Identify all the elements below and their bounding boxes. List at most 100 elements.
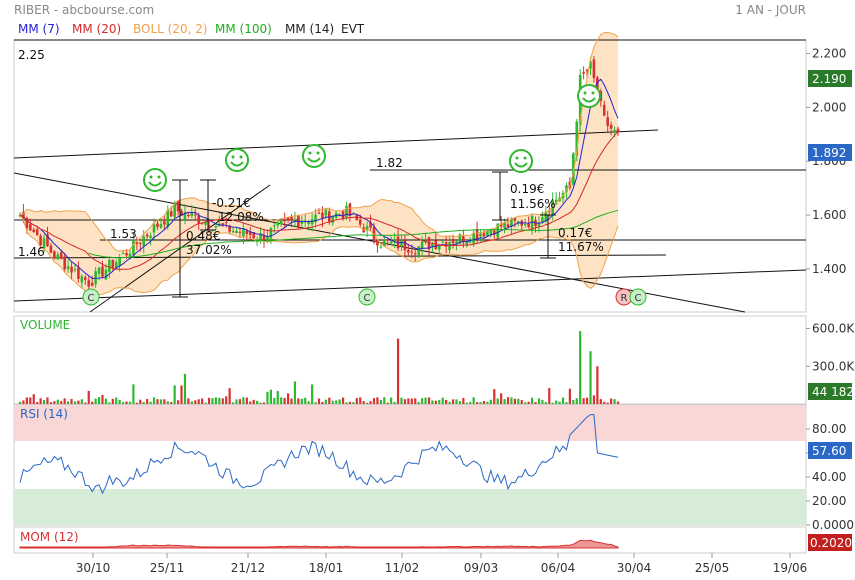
- volume-bar: [335, 400, 338, 404]
- volume-bar: [170, 402, 173, 404]
- candle-body: [125, 253, 128, 256]
- volume-bar: [414, 398, 417, 404]
- event-marker[interactable]: C: [358, 288, 376, 306]
- event-marker[interactable]: C: [629, 288, 647, 306]
- legend-item[interactable]: BOLL (20, 2): [133, 22, 208, 36]
- candle-body: [407, 249, 410, 253]
- volume-bar: [558, 401, 561, 404]
- candle-body: [541, 217, 544, 223]
- volume-bar: [77, 400, 80, 404]
- candle-body: [59, 252, 63, 259]
- last-price-badge: 1.892: [812, 146, 846, 160]
- candle-body: [492, 230, 496, 235]
- volume-bar: [207, 397, 211, 404]
- volume-bar: [548, 388, 551, 404]
- ma20-line: [19, 130, 619, 270]
- level-label: 2.25: [18, 48, 45, 62]
- chart-period[interactable]: 1 AN - JOUR: [735, 3, 806, 17]
- volume-bar: [496, 398, 499, 404]
- volume-bar: [555, 400, 558, 404]
- trend-line[interactable]: [13, 129, 659, 159]
- event-marker[interactable]: C: [82, 288, 100, 306]
- candle-body: [606, 117, 609, 126]
- smiley-icon[interactable]: [302, 144, 326, 168]
- legend-item[interactable]: EVT: [341, 22, 365, 36]
- volume-bar: [273, 397, 276, 404]
- volume-bar: [482, 400, 486, 404]
- candle-body: [101, 266, 104, 277]
- volume-label: VOLUME: [20, 318, 70, 332]
- candle-body: [42, 238, 46, 249]
- legend-item[interactable]: MM (100): [215, 22, 272, 36]
- rsi-tick-label: 0.0000: [812, 518, 854, 532]
- volume-bar: [156, 399, 159, 404]
- rsi-badge: 57.60: [812, 444, 846, 458]
- candle-body: [496, 223, 500, 238]
- volume-bar: [259, 402, 262, 404]
- volume-bar: [469, 401, 472, 404]
- x-axis: 30/10 25/11 21/12 18/01 11/02 09/03 06/04 30/04…: [76, 553, 808, 575]
- legend-item[interactable]: MM (14): [285, 22, 334, 36]
- volume-bar: [421, 398, 424, 404]
- smiley-icon[interactable]: [509, 149, 533, 173]
- volume-bar: [510, 397, 513, 404]
- candle-body: [565, 185, 568, 192]
- change-label: 0.19€: [510, 182, 544, 196]
- candle-body: [410, 251, 414, 253]
- candle-body: [468, 242, 472, 244]
- candle-body: [114, 261, 118, 270]
- price-panel: 2.25 1.82 1.53 1.46 -0.21€12.08% 0.48€37.02% 0…: [13, 31, 846, 313]
- candle-body: [403, 240, 407, 251]
- candle-body: [486, 230, 489, 237]
- smiley-icon[interactable]: [143, 168, 167, 192]
- candle-body: [554, 199, 558, 204]
- candle-body: [369, 222, 372, 228]
- volume-bar: [579, 331, 582, 404]
- legend-item[interactable]: MM (7): [18, 22, 60, 36]
- candle-body: [46, 234, 49, 247]
- volume-bar: [266, 391, 269, 404]
- candle-body: [121, 253, 125, 255]
- candle-body: [190, 212, 194, 217]
- candle-body: [214, 225, 218, 228]
- volume-tick-label: 600.0K: [812, 322, 855, 336]
- volume-bar: [42, 400, 46, 404]
- volume-bar: [249, 401, 252, 404]
- x-tick-label: 19/06: [773, 561, 808, 575]
- volume-bar: [197, 399, 200, 404]
- candle-body: [413, 253, 417, 255]
- volume-bar: [176, 400, 180, 404]
- volume-bar: [524, 402, 527, 404]
- event-marker-label: C: [635, 293, 642, 304]
- candle-body: [437, 245, 441, 250]
- volume-bar: [551, 402, 554, 404]
- candle-body: [132, 239, 135, 255]
- volume-bar: [572, 400, 575, 404]
- candle-body: [551, 200, 555, 215]
- volume-bar: [582, 398, 585, 404]
- candle-body: [97, 267, 101, 274]
- candle-body: [444, 242, 448, 247]
- volume-bar: [194, 400, 197, 404]
- candle-body: [142, 236, 146, 246]
- legend-item[interactable]: MM (20): [72, 22, 121, 36]
- volume-bar: [417, 401, 420, 404]
- volume-bar: [70, 398, 73, 404]
- volume-y-axis: 600.0K 300.0K: [806, 322, 855, 373]
- candle-body: [475, 228, 479, 239]
- volume-bar: [245, 397, 248, 404]
- smiley-icon[interactable]: [577, 84, 601, 108]
- ma100-line: [88, 209, 619, 259]
- candle-body: [128, 253, 132, 260]
- candle-body: [451, 238, 455, 244]
- smiley-icon[interactable]: [225, 148, 249, 172]
- volume-bar: [39, 398, 42, 404]
- candle-body: [286, 217, 290, 221]
- volume-panel: VOLUME 600.0K 300.0K: [13, 315, 855, 405]
- level-label: 1.82: [376, 156, 403, 170]
- volume-bar: [345, 402, 348, 404]
- trend-line[interactable]: [13, 269, 807, 302]
- volume-bar: [146, 399, 149, 404]
- volume-bar: [410, 398, 413, 404]
- volume-bar: [286, 393, 290, 404]
